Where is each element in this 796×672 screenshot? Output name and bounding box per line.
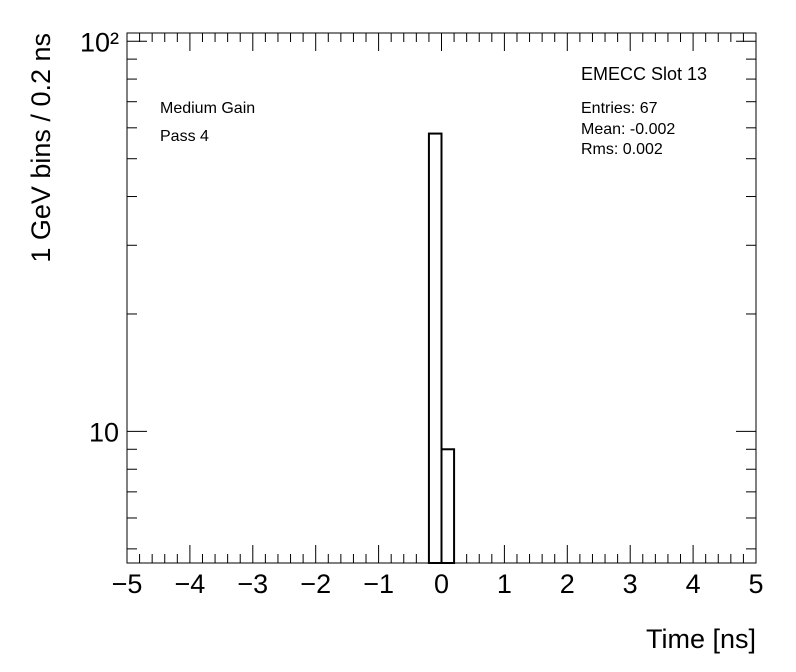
bar <box>440 448 456 564</box>
stats-title: EMECC Slot 13 <box>581 64 707 84</box>
x-tick-label: 1 <box>497 569 512 599</box>
x-tick-label: 3 <box>623 569 638 599</box>
x-tick-label: −3 <box>237 569 268 599</box>
x-tick-label: 4 <box>686 569 701 599</box>
stats-entries: Entries: 67 <box>581 100 658 117</box>
x-axis-title: Time [ns] <box>646 624 756 654</box>
x-tick-label: 0 <box>434 569 449 599</box>
x-tick-label: 2 <box>560 569 575 599</box>
x-tick-label: 5 <box>748 569 763 599</box>
x-tick-label: −4 <box>175 569 206 599</box>
pass-label: Pass 4 <box>160 128 209 145</box>
y-tick-label: 10² <box>80 27 119 57</box>
x-tick-label: −1 <box>363 569 394 599</box>
y-axis-title: 1 GeV bins / 0.2 ns <box>26 33 56 263</box>
x-tick-label: −5 <box>112 569 143 599</box>
stats-mean: Mean: -0.002 <box>581 121 675 138</box>
y-tick-label: 10 <box>89 417 119 447</box>
bar <box>427 132 443 564</box>
gain-label: Medium Gain <box>160 100 255 117</box>
stats-rms: Rms: 0.002 <box>581 141 663 158</box>
x-tick-label: −2 <box>300 569 331 599</box>
